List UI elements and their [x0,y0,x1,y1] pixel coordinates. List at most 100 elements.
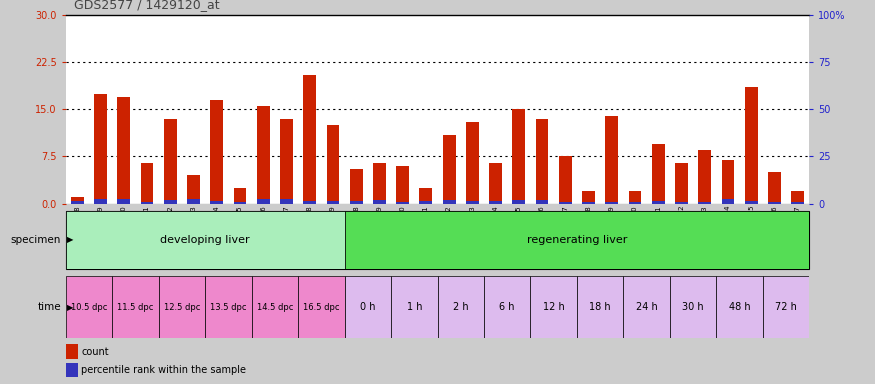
Text: count: count [81,347,109,357]
Bar [536,119,549,204]
Text: time: time [38,302,61,312]
Bar [443,134,456,204]
Bar [489,163,502,204]
Bar [489,201,502,204]
Text: percentile rank within the sample: percentile rank within the sample [81,365,247,375]
Bar [66,211,345,269]
Text: ▶: ▶ [66,235,73,245]
Text: 0 h: 0 h [360,302,375,312]
Bar [606,202,619,204]
Bar [722,160,734,204]
Bar [396,202,409,204]
Bar [628,191,641,204]
Bar [628,202,641,204]
Bar [606,116,619,204]
Bar [345,276,391,338]
Bar [484,276,530,338]
Bar [559,202,571,204]
Text: 30 h: 30 h [682,302,704,312]
Text: regenerating liver: regenerating liver [527,235,627,245]
Bar [419,188,432,204]
Text: 24 h: 24 h [636,302,657,312]
Bar [670,276,717,338]
Bar [280,199,293,204]
Bar [717,276,763,338]
Bar [722,199,734,204]
Bar [768,202,780,204]
Bar [419,201,432,204]
Bar [164,119,177,204]
Bar [117,199,130,204]
Bar [623,276,670,338]
Bar [676,202,688,204]
Bar [141,163,153,204]
Bar [252,276,298,338]
Bar [513,109,525,204]
Bar [582,191,595,204]
Bar [466,122,479,204]
Bar [745,201,758,204]
Text: 72 h: 72 h [775,302,797,312]
Bar [158,276,205,338]
Bar [210,201,223,204]
Text: 48 h: 48 h [729,302,751,312]
Text: specimen: specimen [10,235,61,245]
Text: 18 h: 18 h [590,302,611,312]
Bar [66,363,78,377]
Bar [791,202,804,204]
Bar [66,276,112,338]
Text: ▶: ▶ [66,303,73,312]
Bar [234,202,247,204]
Bar [256,199,270,204]
Bar [652,201,665,204]
Bar [791,191,804,204]
Bar [141,202,153,204]
Bar [396,166,409,204]
Bar [373,200,386,204]
Bar [210,100,223,204]
Bar [345,211,809,269]
Text: 2 h: 2 h [453,302,468,312]
Bar [698,150,711,204]
Text: 14.5 dpc: 14.5 dpc [256,303,293,312]
Text: 10.5 dpc: 10.5 dpc [71,303,107,312]
Text: 6 h: 6 h [500,302,515,312]
Bar [373,163,386,204]
Bar [326,125,340,204]
Bar [350,201,362,204]
Bar [117,97,130,204]
Bar [304,201,316,204]
Bar [676,163,688,204]
Bar [745,88,758,204]
Bar [112,276,158,338]
Text: 1 h: 1 h [407,302,422,312]
Bar [768,172,780,204]
Bar [304,75,316,204]
Bar [698,202,711,204]
Bar [763,276,809,338]
Bar [582,202,595,204]
Bar [326,201,340,204]
Bar [71,197,84,204]
Bar [71,201,84,204]
Bar [559,157,571,204]
Bar [164,200,177,204]
Bar [187,199,200,204]
Bar [94,94,107,204]
Bar [205,276,252,338]
Text: 12 h: 12 h [542,302,564,312]
Text: GDS2577 / 1429120_at: GDS2577 / 1429120_at [74,0,220,12]
Bar [66,344,78,359]
Text: developing liver: developing liver [160,235,250,245]
Bar [438,276,484,338]
Bar [280,119,293,204]
Text: 13.5 dpc: 13.5 dpc [210,303,247,312]
Bar [466,201,479,204]
Bar [234,188,247,204]
Bar [350,169,362,204]
Bar [577,276,623,338]
Text: 12.5 dpc: 12.5 dpc [164,303,200,312]
Bar [513,200,525,204]
Bar [443,200,456,204]
Bar [652,144,665,204]
